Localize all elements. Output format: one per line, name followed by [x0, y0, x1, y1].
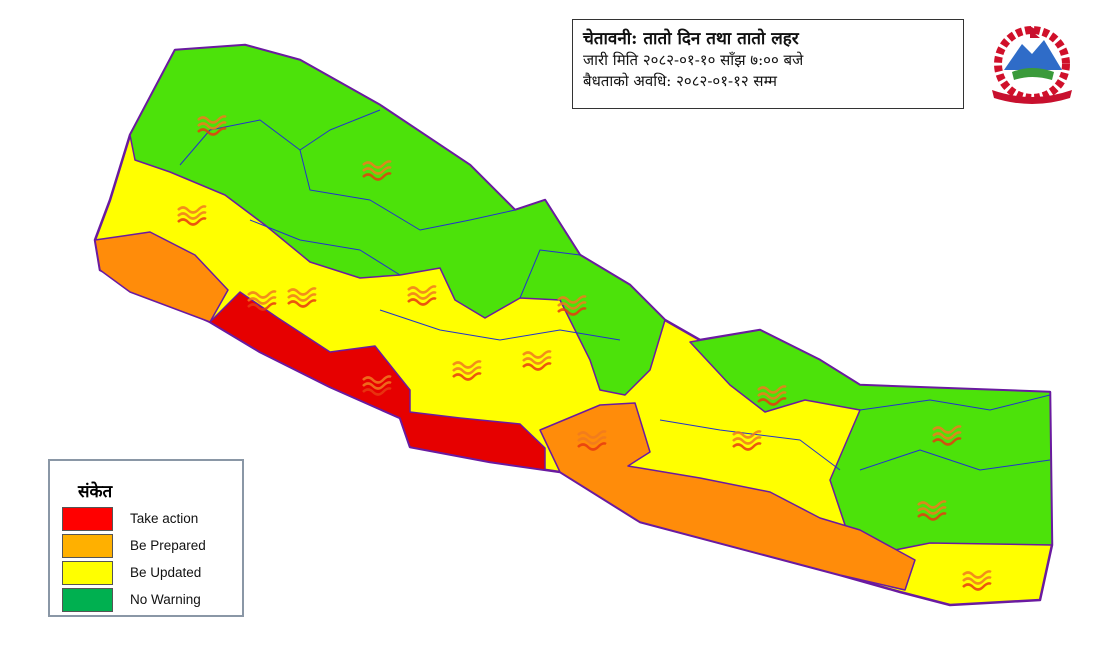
heat-wave-icon — [557, 295, 587, 316]
region-be-prepared-east — [539, 402, 916, 591]
heat-wave-icon — [247, 290, 277, 311]
warning-title: चेतावनी: तातो दिन तथा तातो लहर — [583, 29, 799, 49]
heat-wave-icon — [197, 115, 227, 136]
region-no-warning-west-central — [129, 44, 666, 396]
heat-wave-icon — [362, 375, 392, 396]
legend-label: No Warning — [130, 592, 201, 607]
legend-swatch — [62, 507, 113, 531]
legend-label: Be Prepared — [130, 538, 206, 553]
heat-wave-icon — [577, 430, 607, 451]
district-borders — [179, 109, 1051, 471]
region-take-action — [209, 291, 546, 471]
region-be-prepared-far-west — [94, 231, 229, 323]
legend-swatch — [62, 534, 113, 558]
heat-wave-icon — [287, 287, 317, 308]
legend: संकेत Take action Be Prepared Be Updated… — [48, 459, 244, 617]
heat-wave-icon — [407, 285, 437, 306]
legend-swatch — [62, 588, 113, 612]
legend-item-take-action: Take action — [62, 507, 242, 533]
heat-wave-icon — [932, 425, 962, 446]
legend-item-be-updated: Be Updated — [62, 561, 242, 587]
legend-item-no-warning: No Warning — [62, 588, 242, 614]
legend-label: Be Updated — [130, 565, 202, 580]
heat-wave-icon — [757, 385, 787, 406]
heat-wave-icon — [962, 570, 992, 591]
nepal-emblem-icon — [992, 26, 1072, 104]
heat-wave-icon — [917, 500, 947, 521]
heat-wave-icon — [452, 360, 482, 381]
legend-label: Take action — [130, 511, 199, 526]
heat-wave-icon — [732, 430, 762, 451]
warning-title-box: चेतावनी: तातो दिन तथा तातो लहर जारी मिति… — [572, 19, 964, 109]
heat-wave-icon — [177, 205, 207, 226]
legend-swatch — [62, 561, 113, 585]
legend-item-be-prepared: Be Prepared — [62, 534, 242, 560]
legend-title: संकेत — [78, 482, 113, 502]
validity-date: बैधताको अवधि: २०८२-०१-१२ सम्म — [583, 72, 778, 90]
heat-wave-icon — [522, 350, 552, 371]
issued-date: जारी मिति २०८२-०१-१० साँझ ७:०० बजे — [583, 51, 804, 69]
heat-wave-icon — [362, 160, 392, 181]
